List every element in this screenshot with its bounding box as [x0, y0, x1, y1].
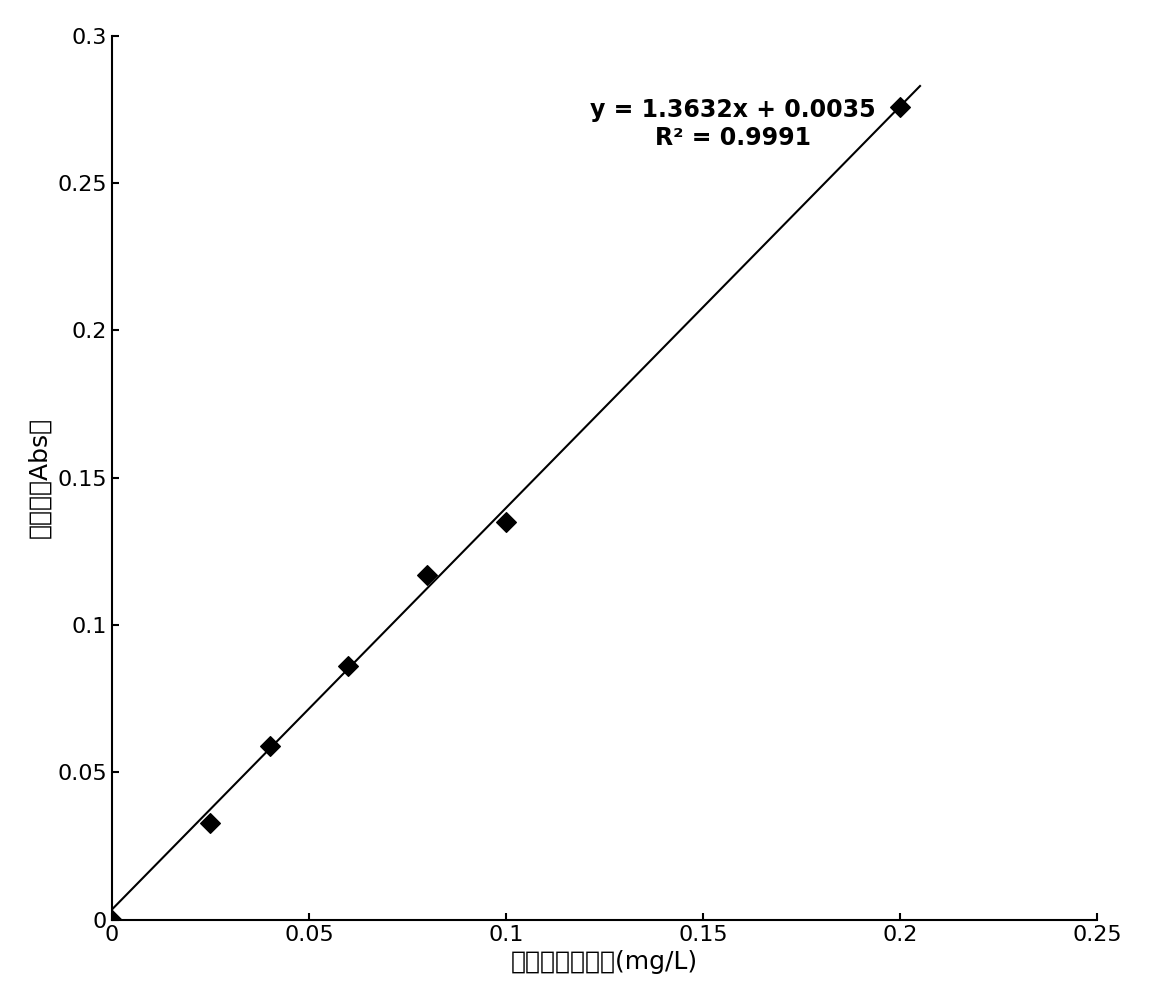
Point	[497, 514, 515, 530]
Point	[260, 737, 278, 754]
Point	[339, 658, 358, 674]
X-axis label: 铬标准溶液浓度(mg/L): 铬标准溶液浓度(mg/L)	[511, 950, 698, 974]
Point	[419, 567, 437, 583]
Point	[201, 815, 220, 831]
Point	[891, 98, 910, 114]
Text: y = 1.3632x + 0.0035
R² = 0.9991: y = 1.3632x + 0.0035 R² = 0.9991	[590, 98, 875, 150]
Point	[102, 912, 121, 928]
Y-axis label: 吸光度（Abs）: 吸光度（Abs）	[28, 417, 52, 538]
